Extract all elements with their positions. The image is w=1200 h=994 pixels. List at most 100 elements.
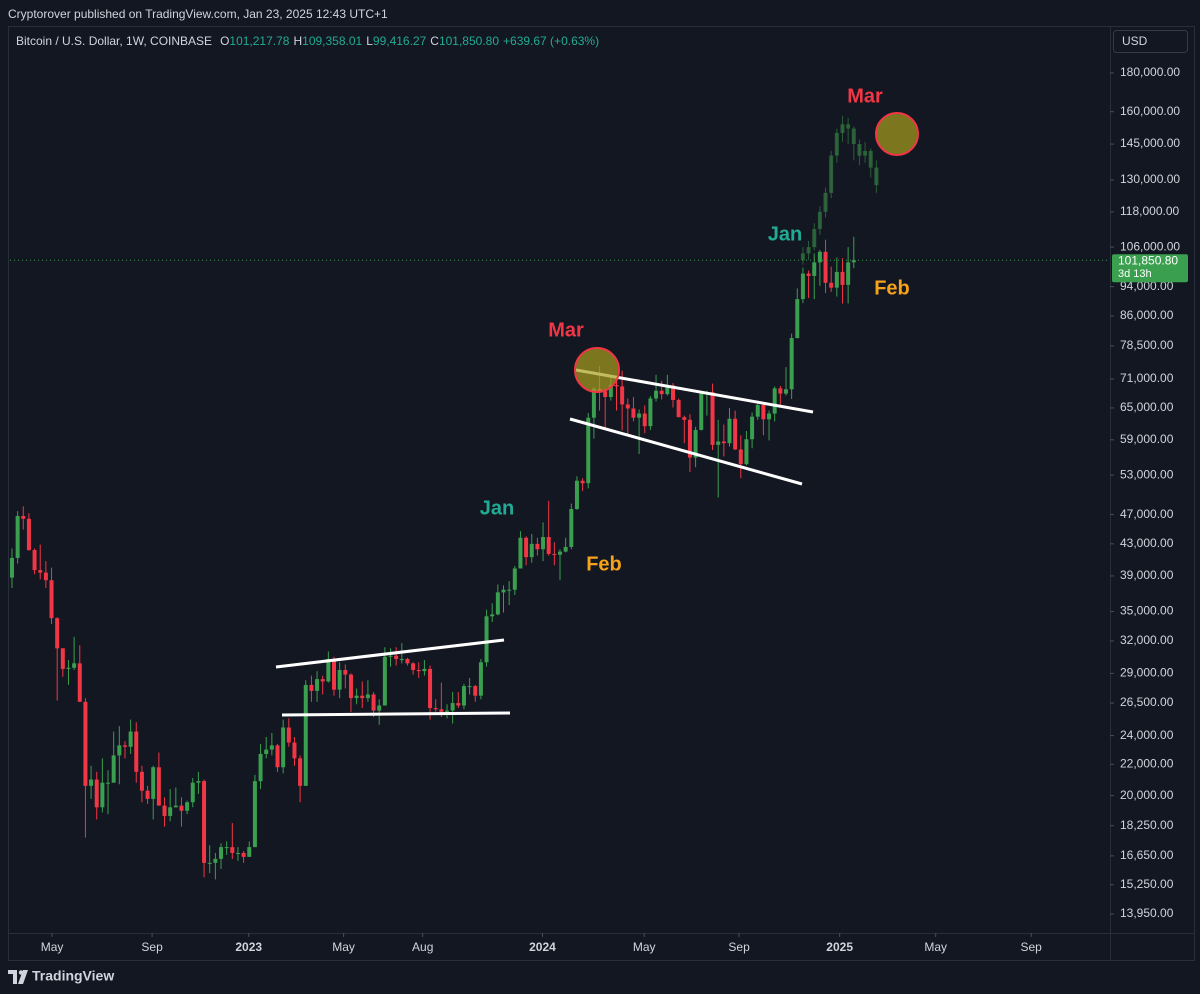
candle-body <box>529 543 534 558</box>
candle-body <box>665 385 670 395</box>
ohlc-value: 99,416.27 <box>373 34 427 48</box>
y-tick-label: 24,000.00 <box>1120 728 1174 742</box>
candle-body <box>275 745 280 768</box>
candle-body <box>326 658 331 682</box>
candle-body <box>874 167 879 186</box>
candle-body <box>569 509 574 547</box>
annotation: Mar <box>847 85 883 107</box>
candle-body <box>134 731 139 772</box>
candle-body <box>382 656 387 706</box>
candle-body <box>473 686 478 696</box>
candle-body <box>207 862 212 864</box>
candle-body <box>733 418 738 450</box>
candle-body <box>196 781 201 783</box>
candle-body <box>676 399 681 418</box>
currency[interactable]: USD <box>1122 34 1148 48</box>
y-tick-label: 43,000.00 <box>1120 536 1174 550</box>
candle-body <box>117 745 122 756</box>
candle-body <box>563 546 568 552</box>
candle-body <box>377 705 382 711</box>
candle-body <box>422 668 427 672</box>
candle-body <box>106 782 111 784</box>
candle-body <box>162 805 167 816</box>
candle-body <box>812 262 817 276</box>
candle-body <box>235 852 240 854</box>
ohlc-value: 101,217.78 <box>229 34 289 48</box>
candle-body <box>806 273 811 276</box>
y-tick-label: 39,000.00 <box>1120 568 1174 582</box>
candle-body <box>405 658 410 664</box>
ohlc-value: 109,358.01 <box>302 34 362 48</box>
candle-body <box>637 413 642 418</box>
candle-body <box>371 694 376 711</box>
ohlc-key: C <box>430 34 439 48</box>
candle-body <box>26 518 31 551</box>
candle-body <box>309 684 314 691</box>
x-tick-label: 2025 <box>826 940 853 954</box>
x-tick-label: Sep <box>728 940 750 954</box>
trend-line <box>275 638 505 669</box>
candle-body <box>738 449 743 465</box>
annotation: Feb <box>874 277 910 299</box>
candle-body <box>9 557 14 578</box>
y-tick-label: 145,000.00 <box>1120 136 1180 150</box>
symbol: Bitcoin / U.S. Dollar, 1W, COINBASE <box>16 34 212 48</box>
candle-body <box>179 805 184 811</box>
candle-body <box>761 404 766 420</box>
x-tick-label: Sep <box>1021 940 1043 954</box>
candle-body <box>450 703 455 711</box>
y-tick-label: 13,950.00 <box>1120 906 1174 920</box>
candle-body <box>868 150 873 168</box>
candle-body <box>744 439 749 465</box>
candle-body <box>122 745 127 747</box>
countdown: 3d 13h <box>1118 268 1152 280</box>
candle-body <box>840 124 845 133</box>
candle-body <box>654 390 659 399</box>
candle-body <box>795 299 800 339</box>
candle-body <box>687 419 692 458</box>
y-tick-label: 71,000.00 <box>1120 371 1174 385</box>
candle-body <box>478 662 483 696</box>
candle-body <box>558 551 562 555</box>
candle-body <box>190 782 195 803</box>
y-tick-label: 18,250.00 <box>1120 818 1174 832</box>
brand-icon <box>8 970 28 984</box>
candle-body <box>343 670 348 675</box>
ohlc-key: H <box>293 34 302 48</box>
candle-body <box>128 731 133 747</box>
candle-body <box>145 790 150 799</box>
y-tick-label: 20,000.00 <box>1120 788 1174 802</box>
y-tick-label: 94,000.00 <box>1120 279 1174 293</box>
candle-body <box>778 388 783 394</box>
candle-body <box>817 251 822 263</box>
candle-body <box>783 389 788 394</box>
candle-body <box>258 753 263 782</box>
candle-body <box>755 404 760 417</box>
currency-box[interactable] <box>1113 30 1188 53</box>
last-price-tag <box>1112 254 1188 283</box>
candle-body <box>812 229 817 248</box>
candle-body <box>156 767 161 806</box>
candle-body <box>264 749 269 754</box>
candle-body <box>332 658 337 690</box>
candle-body <box>32 550 37 571</box>
candle-body <box>834 132 839 156</box>
x-tick-label: 2023 <box>235 940 262 954</box>
candle-body <box>863 150 868 156</box>
candle-body <box>659 390 664 395</box>
candle-body <box>315 679 320 691</box>
candle-body <box>38 570 43 573</box>
candle-body <box>631 408 636 418</box>
candle-body <box>648 398 653 427</box>
candle-body <box>55 618 60 649</box>
y-tick-label: 86,000.00 <box>1120 308 1174 322</box>
ohlc-value: 101,850.80 <box>439 34 499 48</box>
candle-body <box>60 648 65 669</box>
candle-body <box>642 413 647 427</box>
candle-body <box>541 537 546 550</box>
y-tick-label: 32,000.00 <box>1120 633 1174 647</box>
y-tick-label: 29,000.00 <box>1120 666 1174 680</box>
y-tick-label: 53,000.00 <box>1120 467 1174 481</box>
